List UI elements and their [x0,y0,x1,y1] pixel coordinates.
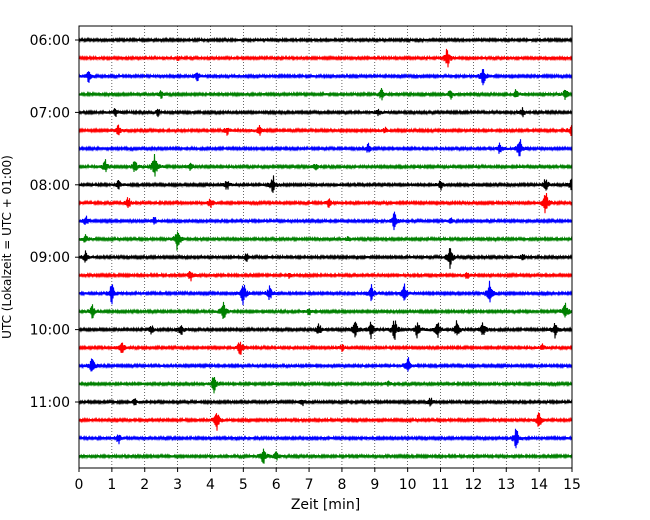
trace-0700 [78,107,573,118]
trace-0945 [78,301,573,320]
trace-0615 [78,48,573,68]
trace-0600 [78,36,573,44]
x-tick-label: 15 [563,477,581,493]
x-tick-label: 3 [173,477,182,493]
trace-0830 [78,211,573,231]
trace-1000 [78,320,573,340]
x-tick-label: 2 [140,477,149,493]
trace-0630 [78,69,573,86]
x-tick-label: 4 [206,477,215,493]
trace-0715 [78,124,573,136]
x-tick-label: 7 [305,477,314,493]
y-axis-ticks: 06:00 07:00 08:00 09:00 10:00 11:00 [30,33,79,411]
trace-0900 [78,248,573,269]
trace-0800 [78,175,573,193]
y-tick-label: 06:00 [30,33,70,49]
x-axis-label: Zeit [min] [291,497,360,513]
x-tick-label: 8 [337,477,346,493]
x-tick-label: 1 [107,477,116,493]
y-tick-label: 07:00 [30,105,70,121]
trace-0815 [78,192,573,214]
x-axis-ticks: 0 1 2 3 4 5 6 7 8 9 10 11 12 13 14 15 [75,468,581,493]
trace-1115 [78,412,573,431]
y-tick-label: 10:00 [30,323,70,339]
y-axis-label: UTC (Lokalzeit = UTC + 01:00) [0,155,14,339]
trace-1145 [78,448,573,464]
x-tick-label: 6 [272,477,281,493]
trace-1030 [78,357,573,372]
trace-0730 [78,139,573,157]
y-tick-label: 09:00 [30,250,70,266]
trace-1100 [78,397,573,407]
x-tick-label: 10 [399,477,417,493]
trace-1130 [78,428,573,449]
trace-0930 [78,280,573,306]
x-tick-label: 9 [370,477,379,493]
trace-1015 [78,341,573,355]
trace-1045 [78,376,573,394]
x-tick-label: 13 [497,477,515,493]
seismic-traces [78,36,573,464]
y-tick-label: 11:00 [30,395,70,411]
trace-0645 [78,87,573,101]
y-tick-label: 08:00 [30,178,70,194]
trace-0845 [78,231,573,251]
x-tick-label: 0 [75,477,84,493]
trace-0745 [78,153,573,177]
x-tick-label: 5 [239,477,248,493]
x-tick-label: 12 [464,477,482,493]
x-tick-label: 14 [530,477,548,493]
trace-0915 [78,271,573,282]
plot-frame [78,25,573,469]
x-tick-label: 11 [432,477,450,493]
